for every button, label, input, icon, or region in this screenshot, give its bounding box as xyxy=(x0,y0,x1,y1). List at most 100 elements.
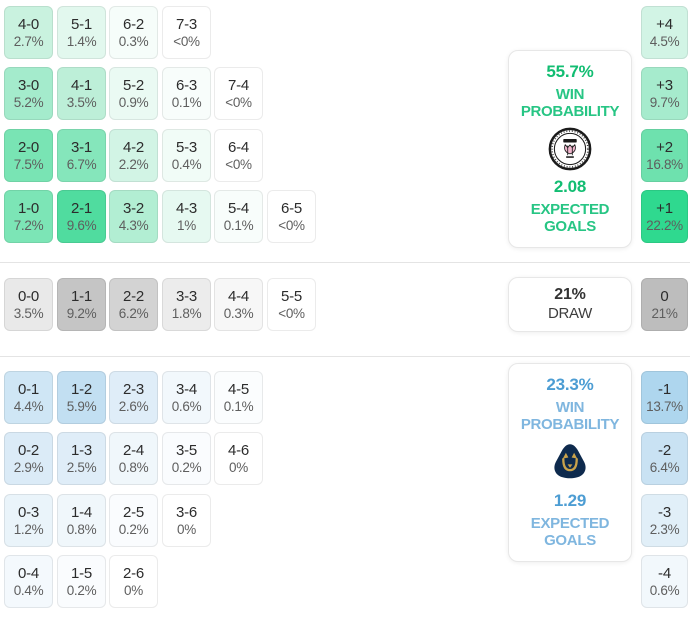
probability-label: 7.5% xyxy=(13,156,44,172)
probability-label: <0% xyxy=(225,156,252,172)
probability-label: 2.9% xyxy=(13,459,44,475)
probability-label: 0.1% xyxy=(223,398,254,414)
away-expected-goals-label: EXPECTED GOALS xyxy=(530,514,610,549)
probability-label: 0.2% xyxy=(171,459,202,475)
score-label: 2-1 xyxy=(70,199,93,217)
pumas-unam-crest-icon xyxy=(554,444,586,479)
score-cell-6-2: 6-2 0.3% xyxy=(109,6,158,59)
home-win-probability-panel: 55.7% WIN PROBABILITY 2.08 EXPECTED GOAL… xyxy=(508,50,632,248)
score-cell-2-3: 2-3 2.6% xyxy=(109,371,158,424)
score-label: -2 xyxy=(658,441,671,459)
score-cell-1-4: 1-4 0.8% xyxy=(57,494,106,547)
score-cell-3-6: 3-6 0% xyxy=(162,494,211,547)
inter-miami-crest-icon xyxy=(548,127,592,171)
score-label: 5-2 xyxy=(122,76,145,94)
draw-probability-value: 21% xyxy=(554,286,586,304)
home-win-probability-value: 55.7% xyxy=(546,62,594,82)
score-cell-1-2: 1-2 5.9% xyxy=(57,371,106,424)
score-label: 1-1 xyxy=(70,287,93,305)
probability-label: 0.6% xyxy=(649,582,680,598)
score-cell-0-0: 0-0 3.5% xyxy=(4,278,53,331)
probability-label: 2.3% xyxy=(649,521,680,537)
score-label: -4 xyxy=(658,564,671,582)
score-label: +1 xyxy=(656,199,673,217)
score-label: 2-2 xyxy=(122,287,145,305)
score-label: 5-1 xyxy=(70,15,93,33)
score-label: +3 xyxy=(656,76,673,94)
score-cell-3-0: 3-0 5.2% xyxy=(4,67,53,120)
score-cell-2-6: 2-6 0% xyxy=(109,555,158,608)
probability-label: 4.5% xyxy=(649,33,680,49)
score-cell-3-1: 3-1 6.7% xyxy=(57,129,106,182)
probability-label: 4.4% xyxy=(13,398,44,414)
probability-label: 0.3% xyxy=(118,33,149,49)
goal-margin-cell--3: -3 2.3% xyxy=(641,494,688,547)
probability-label: 1% xyxy=(177,217,196,233)
probability-label: 2.2% xyxy=(118,156,149,172)
score-label: -3 xyxy=(658,503,671,521)
probability-label: 0% xyxy=(229,459,248,475)
score-cell-4-1: 4-1 3.5% xyxy=(57,67,106,120)
probability-label: 0.6% xyxy=(171,398,202,414)
probability-label: 3.5% xyxy=(13,305,44,321)
score-cell-5-3: 5-3 0.4% xyxy=(162,129,211,182)
score-cell-1-5: 1-5 0.2% xyxy=(57,555,106,608)
score-cell-6-4: 6-4 <0% xyxy=(214,129,263,182)
score-cell-7-4: 7-4 <0% xyxy=(214,67,263,120)
goal-margin-cell-+2: +2 16.8% xyxy=(641,129,688,182)
home-expected-goals-value: 2.08 xyxy=(553,177,587,196)
score-cell-4-3: 4-3 1% xyxy=(162,190,211,243)
probability-label: 0.3% xyxy=(223,305,254,321)
probability-label: 0.1% xyxy=(171,94,202,110)
goal-margin-cell-0: 0 21% xyxy=(641,278,688,331)
score-label: 0-2 xyxy=(17,441,40,459)
score-cell-2-2: 2-2 6.2% xyxy=(109,278,158,331)
score-label: 2-4 xyxy=(122,441,145,459)
score-label: 6-3 xyxy=(175,76,198,94)
probability-label: 22.2% xyxy=(646,217,683,233)
score-label: 0-0 xyxy=(17,287,40,305)
home-win-probability-label: WIN PROBABILITY xyxy=(520,86,620,120)
probability-label: 0.1% xyxy=(223,217,254,233)
probability-label: 1.8% xyxy=(171,305,202,321)
score-label: 0-4 xyxy=(17,564,40,582)
score-label: 2-3 xyxy=(122,380,145,398)
probability-label: 6.4% xyxy=(649,459,680,475)
probability-label: 2.6% xyxy=(118,398,149,414)
score-label: 4-4 xyxy=(227,287,250,305)
draw-probability-label: DRAW xyxy=(547,305,593,323)
score-label: 0-3 xyxy=(17,503,40,521)
score-label: 0 xyxy=(660,287,669,305)
goal-margin-cell-+4: +4 4.5% xyxy=(641,6,688,59)
goal-margin-cell-+3: +3 9.7% xyxy=(641,67,688,120)
score-label: 3-4 xyxy=(175,380,198,398)
goal-margin-cell--1: -1 13.7% xyxy=(641,371,688,424)
score-label: 7-3 xyxy=(175,15,198,33)
probability-label: 2.5% xyxy=(66,459,97,475)
probability-label: 7.2% xyxy=(13,217,44,233)
score-label: 6-4 xyxy=(227,138,250,156)
score-cell-0-3: 0-3 1.2% xyxy=(4,494,53,547)
score-cell-0-1: 0-1 4.4% xyxy=(4,371,53,424)
probability-label: <0% xyxy=(225,94,252,110)
score-label: 5-5 xyxy=(280,287,303,305)
score-cell-5-5: 5-5 <0% xyxy=(267,278,316,331)
score-label: 3-3 xyxy=(175,287,198,305)
score-cell-4-0: 4-0 2.7% xyxy=(4,6,53,59)
score-label: 3-1 xyxy=(70,138,93,156)
score-label: +4 xyxy=(656,15,673,33)
score-label: 5-3 xyxy=(175,138,198,156)
probability-label: <0% xyxy=(173,33,200,49)
score-cell-3-4: 3-4 0.6% xyxy=(162,371,211,424)
score-cell-1-0: 1-0 7.2% xyxy=(4,190,53,243)
probability-label: 2.7% xyxy=(13,33,44,49)
probability-label: 1.4% xyxy=(66,33,97,49)
score-label: 3-5 xyxy=(175,441,198,459)
score-label: 1-3 xyxy=(70,441,93,459)
probability-label: 9.2% xyxy=(66,305,97,321)
probability-label: 5.2% xyxy=(13,94,44,110)
probability-label: 0.8% xyxy=(66,521,97,537)
score-label: 0-1 xyxy=(17,380,40,398)
score-cell-1-1: 1-1 9.2% xyxy=(57,278,106,331)
